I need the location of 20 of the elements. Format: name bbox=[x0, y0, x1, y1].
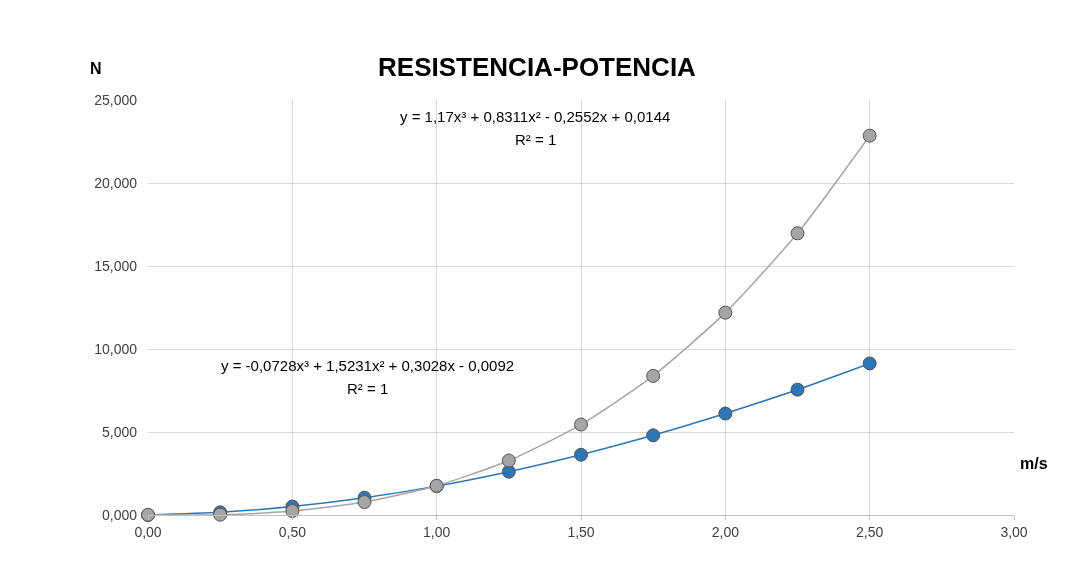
y-tick-label: 20,000 bbox=[94, 174, 138, 191]
y-tick-label: 0,000 bbox=[101, 506, 138, 523]
annotation: R² = 1 bbox=[515, 131, 557, 148]
x-tick-label: 3,00 bbox=[1000, 523, 1028, 540]
y-tick-label: 25,000 bbox=[94, 91, 138, 108]
x-tick-label: 0,00 bbox=[134, 523, 162, 540]
x-tick-label: 1,50 bbox=[567, 523, 595, 540]
annotation: y = -0,0728x³ + 1,5231x² + 0,3028x - 0,0092 bbox=[221, 357, 515, 374]
x-tick-label: 2,00 bbox=[711, 523, 740, 540]
y-axis-title: N bbox=[90, 60, 102, 77]
y-tick-label: 5,000 bbox=[101, 423, 138, 440]
x-axis-title: m/s bbox=[1020, 455, 1048, 472]
y-tick-label: 10,000 bbox=[94, 340, 138, 357]
y-tick-label: 15,000 bbox=[94, 257, 138, 274]
annotation: y = 1,17x³ + 0,8311x² - 0,2552x + 0,0144 bbox=[400, 108, 671, 125]
x-tick-label: 1,00 bbox=[423, 523, 451, 540]
annotation: R² = 1 bbox=[347, 380, 389, 397]
x-tick-label: 0,50 bbox=[278, 523, 307, 540]
chart-title: RESISTENCIA-POTENCIA bbox=[378, 52, 697, 82]
x-tick-label: 2,50 bbox=[856, 523, 884, 540]
